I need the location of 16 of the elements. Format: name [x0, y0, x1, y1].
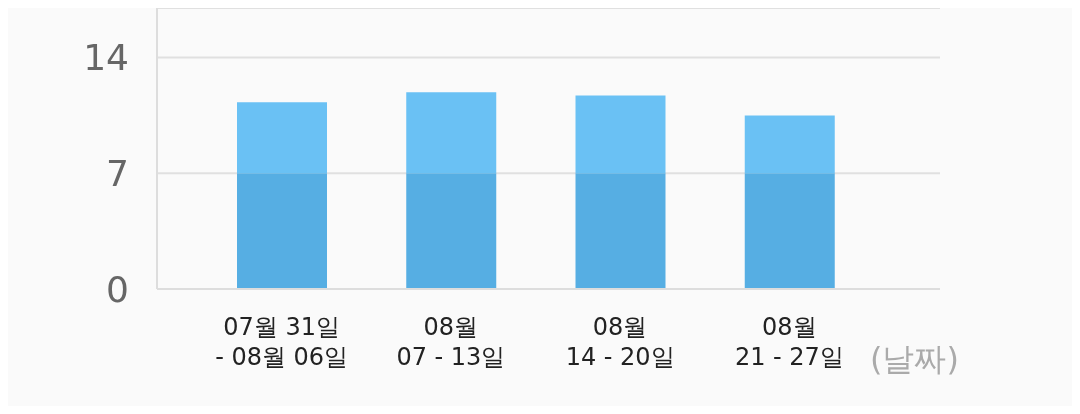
bar — [406, 173, 497, 289]
y-tick-label: 14 — [83, 37, 129, 79]
y-tick-label: 0 — [106, 268, 129, 310]
x-tick-label: 08월 21 - 27일 — [734, 313, 844, 371]
x-tick-label: 08월 14 - 20일 — [565, 313, 675, 371]
bar — [237, 102, 327, 174]
bar — [744, 173, 835, 289]
bar — [406, 92, 497, 174]
bar — [237, 173, 327, 289]
x-tick-label: 08월 07 - 13일 — [396, 313, 506, 371]
x-tick-label: 07월 31일 - 08월 06일 — [215, 313, 349, 371]
bar — [744, 115, 835, 174]
x-axis-title: (날짜) — [870, 339, 959, 380]
bar — [575, 173, 666, 289]
y-tick-label: 7 — [106, 153, 129, 195]
bar — [575, 95, 666, 174]
